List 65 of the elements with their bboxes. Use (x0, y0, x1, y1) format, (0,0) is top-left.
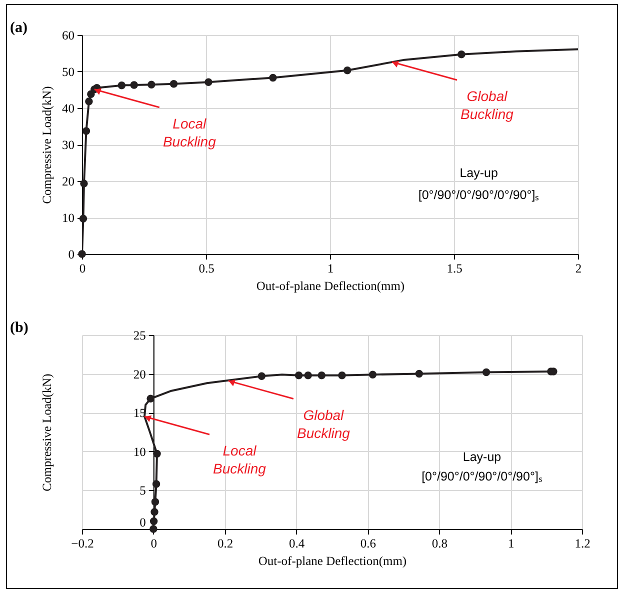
x-tick-label: 1.2 (574, 536, 590, 550)
x-tick-label: 0.8 (432, 536, 448, 550)
annotation: Local Buckling (162, 115, 216, 150)
point (153, 450, 161, 458)
y-tick-label: 50 (62, 65, 74, 79)
x-tick-label: 0.4 (288, 536, 306, 550)
point (148, 80, 156, 89)
annotation: [0°/90°/0°/90°/0°/90°]ₛ (422, 470, 542, 484)
point (130, 81, 138, 89)
point (85, 98, 93, 106)
point (79, 214, 88, 222)
point (118, 82, 126, 90)
x-tick-label: 1.5 (446, 262, 462, 276)
point (82, 127, 90, 135)
y-axis-title: Compressive Load(kN) (40, 86, 54, 204)
point (338, 371, 346, 380)
x-tick-label: 0 (79, 262, 86, 276)
point (304, 371, 312, 380)
point (151, 498, 160, 506)
x-axis-title: Out-of-plane Deflection(mm) (256, 279, 405, 293)
y-tick-label: 25 (133, 328, 146, 342)
y-tick-label: 30 (62, 138, 74, 152)
y-tick-label: 20 (133, 367, 146, 382)
point (343, 66, 352, 74)
y-tick-label: 10 (62, 211, 74, 225)
x-tick-label: 0.6 (360, 536, 376, 550)
y-tick-label: 20 (62, 174, 74, 188)
y-tick-label: 5 (140, 484, 146, 498)
annotation: Lay-up (462, 450, 502, 464)
annotation: Global Buckling (296, 406, 350, 441)
point (152, 480, 160, 488)
x-tick-label: 0 (150, 536, 158, 550)
point (368, 370, 377, 378)
point (318, 371, 326, 380)
point (146, 394, 154, 402)
point (294, 371, 303, 380)
x-axis-title: Out-of-plane Deflection(mm) (258, 554, 407, 568)
annotation: Local Buckling (213, 442, 266, 476)
y-tick-label: 40 (62, 102, 74, 116)
x-tick-label: 1 (327, 262, 334, 276)
chart-title: (b) (10, 320, 28, 336)
point (204, 78, 212, 86)
chart-title: (a) (10, 20, 28, 36)
x-tick-label: −0.2 (71, 536, 94, 550)
annotation: [0°/90°/0°/90°/0°/90°]ₛ (418, 188, 540, 202)
point (150, 508, 158, 516)
point (415, 370, 424, 378)
point (150, 517, 158, 526)
point (258, 372, 266, 380)
y-axis-title: Compressive Load(kN) (40, 374, 54, 492)
x-tick-label: 2 (575, 262, 582, 276)
x-tick-label: 1 (508, 536, 514, 550)
y-tick-label: 60 (62, 28, 74, 42)
x-tick-label: 0.2 (218, 536, 234, 550)
point (80, 180, 88, 188)
y-tick-label: 10 (133, 444, 146, 459)
point (269, 74, 277, 82)
y-tick-label: 0 (140, 516, 146, 530)
annotation: Global Buckling (460, 88, 514, 122)
point (170, 80, 178, 88)
y-tick-label: 0 (68, 248, 74, 262)
annotation: Lay-up (460, 166, 498, 180)
x-tick-label: 0.5 (198, 262, 214, 276)
point (458, 50, 466, 58)
point (482, 368, 490, 376)
